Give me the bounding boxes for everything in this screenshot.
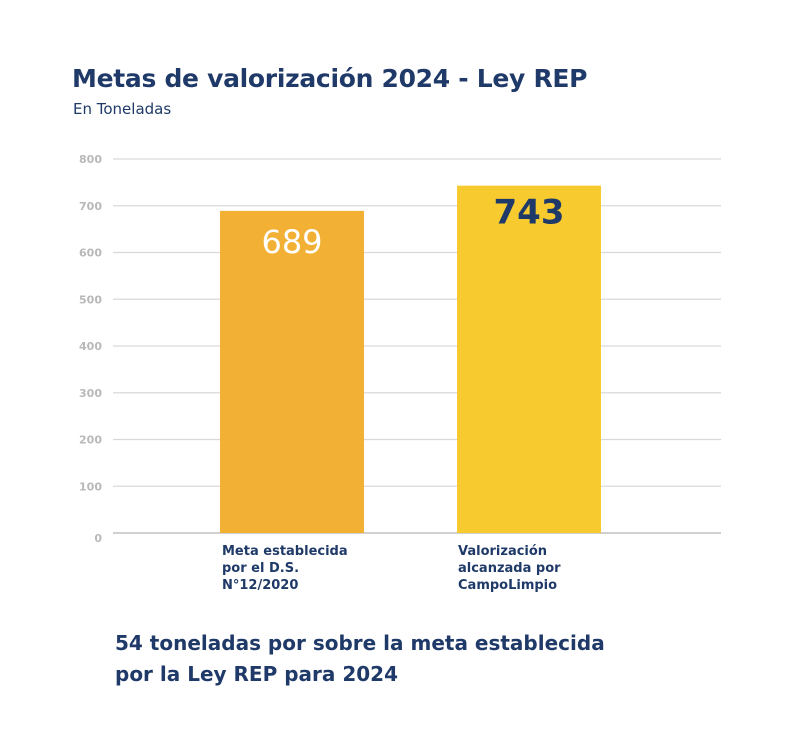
y-tick-label-200: 200 (79, 434, 102, 447)
y-tick-label-700: 700 (79, 200, 102, 213)
bars (220, 185, 601, 533)
y-tick-label-0: 0 (94, 532, 102, 545)
y-tick-label-100: 100 (79, 480, 102, 493)
y-axis-ticks: 0 100 200 300 400 500 600 700 800 (79, 153, 102, 545)
y-tick-label-800: 800 (79, 153, 102, 166)
y-tick-label-600: 600 (79, 247, 102, 260)
data-labels: 689 743 (261, 193, 564, 261)
bar-2 (457, 185, 601, 533)
chart-subtitle: En Toneladas (73, 100, 172, 118)
bar-1 (220, 210, 364, 533)
category-label-valorizacion: Valorización alcanzada por CampoLimpio (458, 544, 561, 593)
data-label-1: 689 (261, 223, 322, 261)
y-tick-label-500: 500 (79, 293, 102, 306)
y-tick-label-400: 400 (79, 340, 102, 353)
category-label-meta: Meta establecida por el D.S. N°12/2020 (222, 544, 348, 593)
y-tick-label-300: 300 (79, 387, 102, 400)
chart-title: Metas de valorización 2024 - Ley REP (72, 64, 588, 93)
data-label-2: 743 (494, 193, 565, 233)
summary-note: 54 toneladas por sobre la meta estableci… (115, 631, 605, 686)
gridlines (113, 158, 721, 534)
